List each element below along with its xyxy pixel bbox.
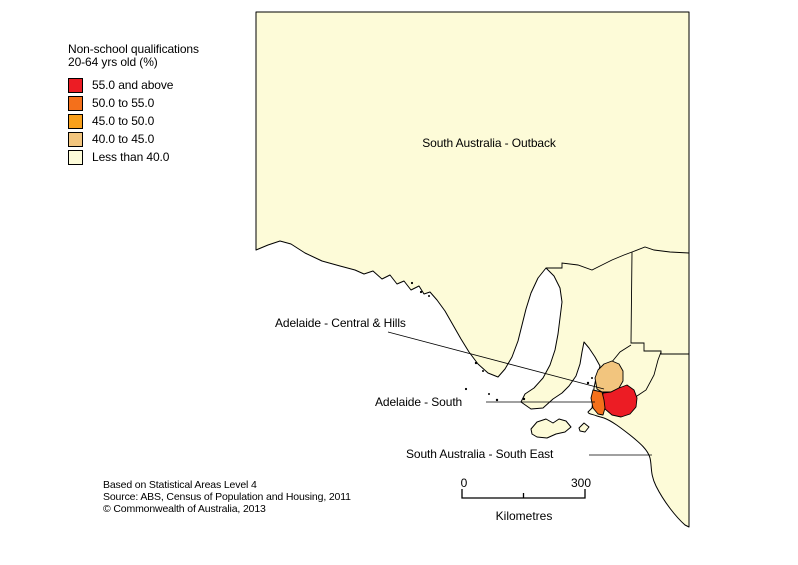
footnotes: Based on Statistical Areas Level 4 Sourc…	[103, 479, 351, 515]
legend-item: Less than 40.0	[68, 148, 199, 166]
legend-item: 45.0 to 50.0	[68, 112, 199, 130]
legend-items: 55.0 and above 50.0 to 55.0 45.0 to 50.0…	[68, 76, 199, 166]
scale-start-label: 0	[460, 476, 468, 490]
leader-lines	[387, 331, 652, 456]
legend-item: 40.0 to 45.0	[68, 130, 199, 148]
legend-title-line1: Non-school qualifications	[68, 42, 199, 56]
region-label-outback: South Australia - Outback	[422, 136, 556, 150]
legend: Non-school qualifications 20-64 yrs old …	[68, 43, 199, 166]
scale-bar	[461, 489, 586, 499]
murraylands-border	[630, 251, 689, 355]
legend-swatch	[68, 95, 83, 111]
scale-end-label: 300	[570, 476, 592, 490]
footnote-source: Source: ABS, Census of Population and Ho…	[103, 491, 351, 503]
legend-title-line2: 20-64 yrs old (%)	[68, 55, 158, 69]
outback-south-border	[546, 246, 690, 271]
legend-item-label: 50.0 to 55.0	[92, 96, 155, 110]
legend-item-label: 40.0 to 45.0	[92, 132, 155, 146]
adelaide-south-region	[590, 389, 606, 416]
footnote-basis: Based on Statistical Areas Level 4	[103, 479, 257, 491]
legend-item-label: Less than 40.0	[92, 150, 170, 164]
islet-dots	[410, 281, 593, 402]
legend-swatch	[68, 131, 83, 147]
legend-swatch	[68, 149, 83, 165]
hills-east-border	[633, 351, 662, 399]
legend-swatch	[68, 113, 83, 129]
region-label-south-east: South Australia - South East	[406, 447, 554, 461]
kangaroo-island-region	[530, 418, 572, 439]
footnote-copyright: © Commonwealth of Australia, 2013	[103, 503, 266, 515]
islet-region	[578, 422, 590, 433]
legend-swatch	[68, 77, 83, 93]
legend-item: 55.0 and above	[68, 76, 199, 94]
legend-item-label: 55.0 and above	[92, 78, 174, 92]
barossa-border	[610, 344, 632, 364]
region-label-adelaide-south: Adelaide - South	[375, 395, 463, 409]
region-label-adelaide-central-hills: Adelaide - Central & Hills	[275, 316, 406, 330]
leader-central-hills	[387, 331, 605, 390]
legend-item: 50.0 to 55.0	[68, 94, 199, 112]
scale-unit-label: Kilometres	[495, 509, 553, 523]
legend-item-label: 45.0 to 50.0	[92, 114, 155, 128]
